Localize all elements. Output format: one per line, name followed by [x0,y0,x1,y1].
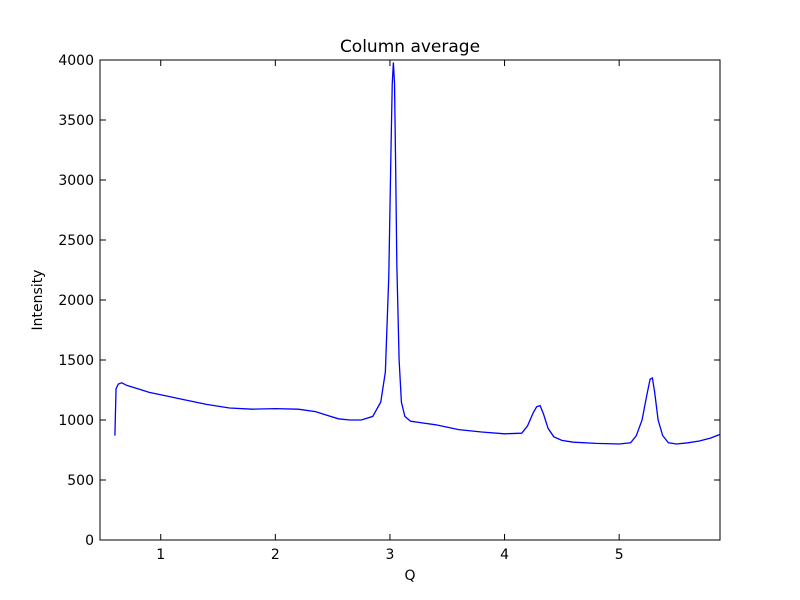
x-tick-label: 5 [615,547,624,563]
x-tick-label: 2 [271,547,280,563]
y-tick-label: 2500 [58,233,94,249]
plot-frame [99,59,721,541]
x-tick-label: 3 [385,547,394,563]
x-tick-label: 1 [156,547,165,563]
y-axis-label: Intensity [30,270,46,331]
y-tick-label: 1500 [58,353,94,369]
y-tick-label: 500 [67,473,94,489]
y-tick-label: 3000 [58,173,94,189]
series-line [114,62,720,445]
x-tick-label: 4 [500,547,509,563]
plot-background [100,60,720,540]
chart-title: Column average [340,37,480,57]
y-tick-label: 1000 [58,413,94,429]
y-tick-label: 2000 [58,293,94,309]
y-tick-label: 3500 [58,113,94,129]
y-tick-label: 4000 [58,53,94,69]
x-axis-label: Q [404,568,415,584]
ticks-layer: 1 2 3 4 5 0 500 1000 1500 2000 2500 3000 3500 4000 [58,53,720,563]
y-tick-label: 0 [85,533,94,549]
